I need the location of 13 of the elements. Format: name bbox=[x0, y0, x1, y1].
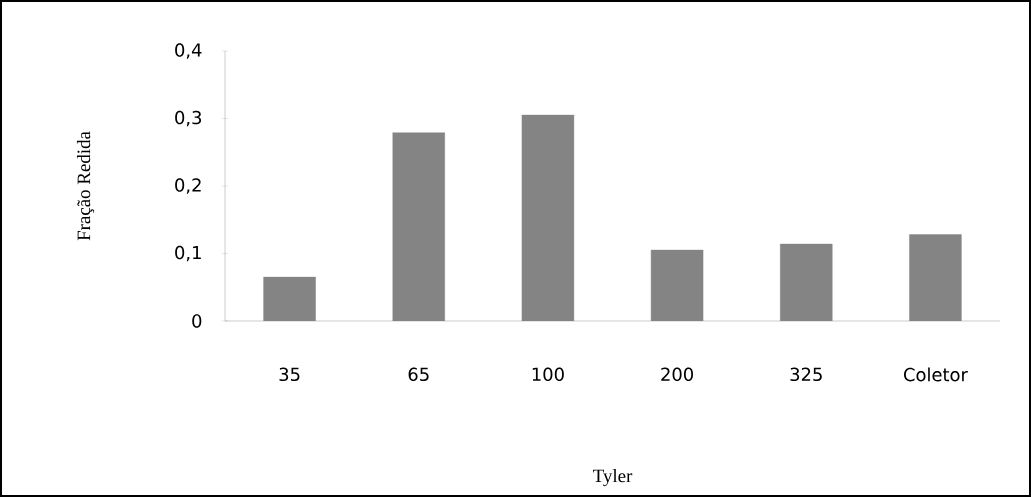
x-tick-label: 200 bbox=[661, 367, 694, 382]
y-tick-label: 0 bbox=[192, 314, 202, 328]
y-tick-label: 0,3 bbox=[175, 110, 202, 127]
y-tick-label: 0,2 bbox=[175, 178, 201, 194]
x-axis-title: Tyler bbox=[593, 468, 633, 487]
y-axis-title: Fração Redida bbox=[76, 131, 95, 241]
x-tick-label: Coletor bbox=[903, 367, 968, 382]
x-tick-label: 65 bbox=[408, 367, 429, 382]
y-tick-label: 0,1 bbox=[175, 245, 201, 262]
x-tick-label: 100 bbox=[532, 367, 564, 382]
x-tick-label: 325 bbox=[790, 367, 822, 382]
y-tick-label: 0,4 bbox=[175, 43, 202, 59]
x-tick-label: 35 bbox=[279, 367, 300, 382]
